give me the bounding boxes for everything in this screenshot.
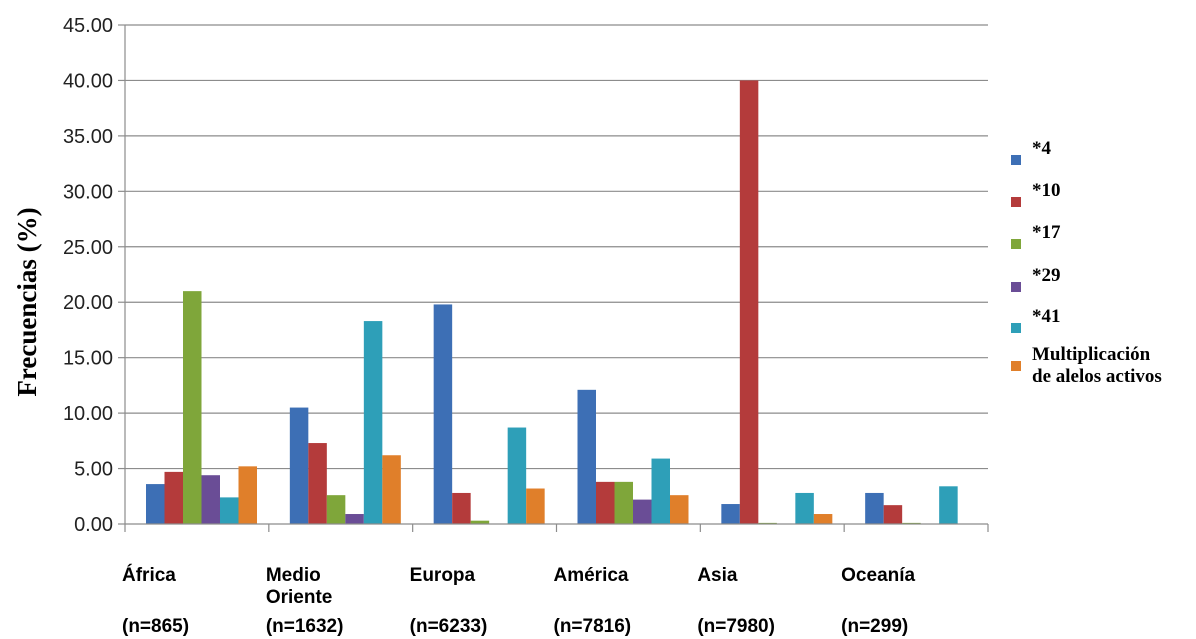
bar <box>596 481 615 524</box>
legend-swatch <box>1011 239 1021 249</box>
y-tick-label: 30.00 <box>63 181 113 203</box>
category-label: Europa <box>410 565 476 586</box>
bar <box>739 80 759 524</box>
y-tick-label: 0.00 <box>74 514 113 536</box>
bar <box>577 389 596 524</box>
category-label: Asia <box>697 565 738 586</box>
category-n-label: (n=7980) <box>697 616 775 637</box>
y-tick-label: 45.00 <box>63 15 113 37</box>
y-tick-label: 10.00 <box>63 403 113 425</box>
bar <box>201 475 220 524</box>
category-n-label: (n=6233) <box>410 616 488 637</box>
legend-swatch <box>1011 361 1021 371</box>
category-n-label: (n=7816) <box>554 616 632 637</box>
bar <box>507 427 527 524</box>
bar <box>670 495 689 524</box>
y-axis-label: Frecuencias (%) <box>12 207 42 396</box>
bar <box>795 492 814 524</box>
bar <box>526 488 545 524</box>
category-n-label: (n=299) <box>841 616 908 637</box>
bar <box>238 466 257 524</box>
legend-label: *29 <box>1032 265 1061 286</box>
bar <box>345 514 364 524</box>
category-label: Medio <box>266 565 321 586</box>
legend-swatch <box>1011 282 1021 292</box>
legend-label: de alelos activos <box>1032 366 1162 387</box>
bar <box>813 514 833 524</box>
y-tick-label: 35.00 <box>63 126 113 148</box>
bar <box>183 291 202 524</box>
bar <box>326 495 346 524</box>
legend-label: *41 <box>1032 306 1061 327</box>
bar <box>164 471 183 524</box>
bar <box>614 481 633 524</box>
y-tick-label: 15.00 <box>63 348 113 370</box>
axes: 0.00 5.00 10.00 15.00 20.00 25.00 30.00 35.00 40… <box>63 15 989 536</box>
category-n-label: (n=1632) <box>266 616 344 637</box>
category-label: África <box>122 564 176 586</box>
bar <box>382 455 401 524</box>
legend-swatch <box>1011 155 1021 165</box>
legend-label: *10 <box>1032 180 1061 201</box>
category-n-label: (n=865) <box>122 616 189 637</box>
bar <box>865 492 884 524</box>
bar <box>633 499 652 524</box>
legend-label: *4 <box>1032 138 1052 159</box>
category-label: Oriente <box>266 587 333 608</box>
category-label: América <box>554 565 629 586</box>
bar <box>433 304 453 524</box>
legend-swatch <box>1011 323 1021 333</box>
bar <box>721 504 740 524</box>
bar <box>939 486 958 524</box>
category-label: Oceanía <box>841 565 915 586</box>
bar <box>452 492 471 524</box>
bar <box>470 520 490 524</box>
legend-label: *17 <box>1032 222 1061 243</box>
y-tick-label: 25.00 <box>63 237 113 259</box>
bar <box>308 443 327 524</box>
bar <box>220 497 239 524</box>
y-tick-label: 20.00 <box>63 292 113 314</box>
bar <box>363 321 383 524</box>
bar <box>883 505 903 524</box>
bar <box>289 407 309 524</box>
bars <box>146 80 958 524</box>
bar <box>651 458 670 524</box>
legend-swatch <box>1011 197 1021 207</box>
gridlines <box>125 24 988 470</box>
legend-label: Multiplicación <box>1032 344 1151 365</box>
bar <box>146 484 165 524</box>
y-tick-label: 5.00 <box>74 459 113 481</box>
y-tick-label: 40.00 <box>63 70 113 92</box>
